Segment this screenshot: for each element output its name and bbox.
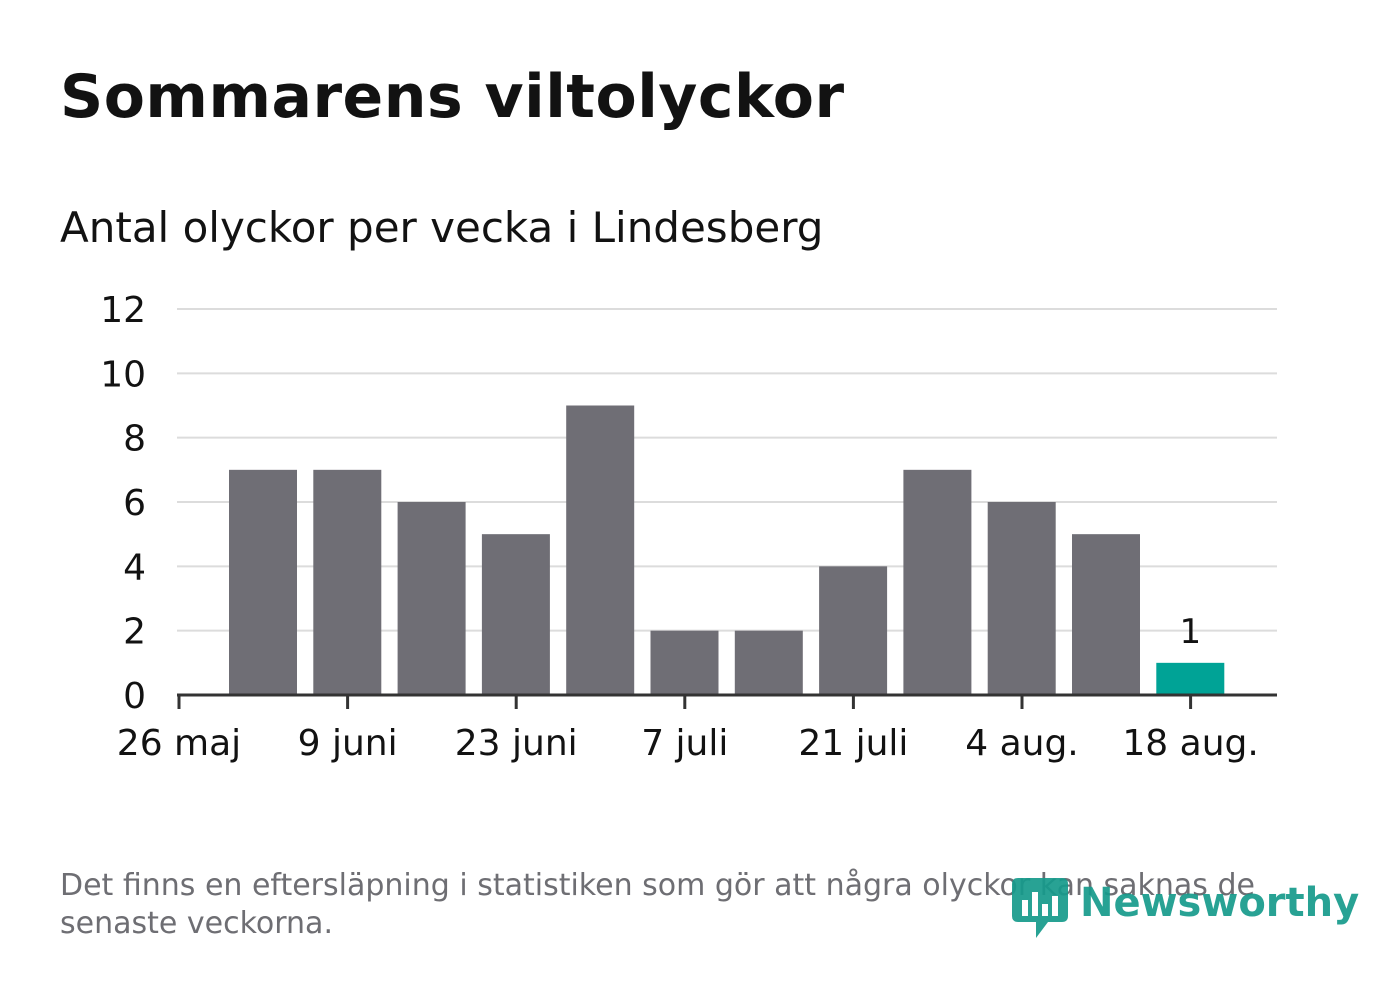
x-tick-label: 23 juni xyxy=(455,723,578,764)
newsworthy-logo-icon xyxy=(1012,878,1068,938)
bar xyxy=(1156,662,1225,695)
data-label: 1 xyxy=(1179,612,1201,652)
bar xyxy=(1072,534,1140,695)
bar xyxy=(650,630,719,695)
y-tick-label: 12 xyxy=(100,290,146,331)
y-tick-label: 2 xyxy=(123,612,146,653)
chart-title: Sommarens viltolyckor xyxy=(60,62,845,132)
bar xyxy=(566,405,635,695)
bar xyxy=(903,469,972,695)
newsworthy-logo: Newsworthy xyxy=(1010,876,1359,942)
bar xyxy=(734,630,803,695)
bar xyxy=(313,469,382,695)
bar-chart: 0 2 4 6 8 10 12 1 26 maj 9 juni 23 juni 7 juli 21 ju… xyxy=(100,290,1277,764)
y-tick-label: 4 xyxy=(123,547,146,588)
bar xyxy=(481,534,550,695)
x-tick-label: 7 juli xyxy=(641,723,728,764)
y-tick-label: 8 xyxy=(123,419,146,460)
x-tick-label: 21 juli xyxy=(798,723,908,764)
newsworthy-logo-text: Newsworthy xyxy=(1080,880,1360,926)
x-tick-label: 26 maj xyxy=(117,723,241,764)
y-tick-label: 10 xyxy=(100,354,146,395)
bar xyxy=(987,502,1056,695)
chart-subtitle: Antal olyckor per vecka i Lindesberg xyxy=(60,203,824,252)
bar xyxy=(819,566,888,695)
x-tick-label: 9 juni xyxy=(298,723,398,764)
x-tick-label: 4 aug. xyxy=(965,723,1079,764)
y-tick-label: 6 xyxy=(123,483,146,524)
y-tick-label: 0 xyxy=(123,676,146,717)
x-tick-label: 18 aug. xyxy=(1122,723,1258,764)
bar xyxy=(397,502,466,695)
bar xyxy=(229,469,297,695)
